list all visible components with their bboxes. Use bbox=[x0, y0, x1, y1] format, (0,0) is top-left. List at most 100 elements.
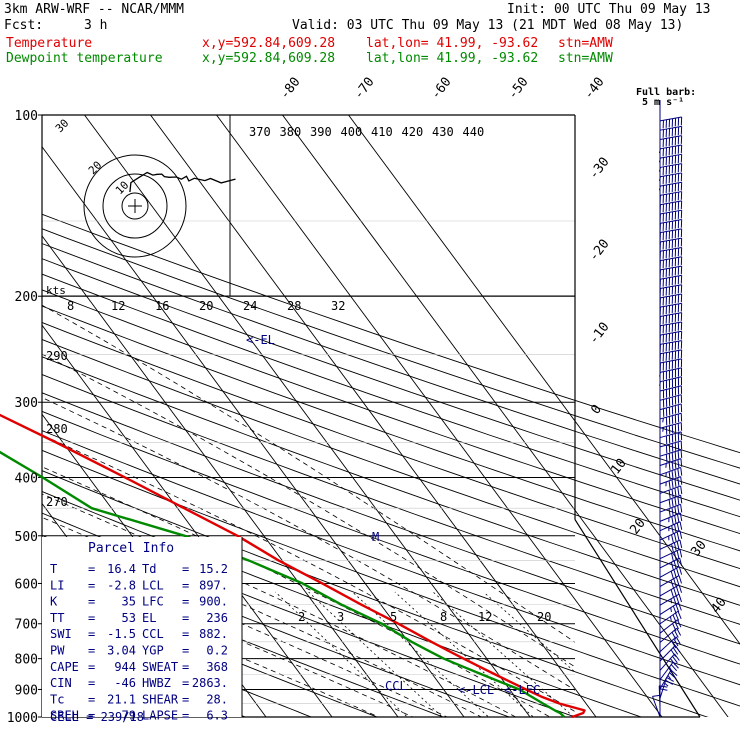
parcel-value: 900. bbox=[199, 595, 228, 609]
theta-label: 410 bbox=[371, 125, 393, 139]
wind-barb-feather bbox=[676, 619, 682, 628]
wind-barb-feather bbox=[676, 541, 680, 550]
wind-barb-feather bbox=[659, 381, 661, 386]
theta-label: 390 bbox=[310, 125, 332, 139]
parcel-eq: = bbox=[182, 578, 189, 592]
wind-barb bbox=[659, 431, 683, 445]
wind-barb bbox=[659, 116, 683, 129]
wind-barb-feather bbox=[680, 449, 683, 458]
parcel-key: LFC bbox=[142, 595, 164, 609]
ccl-marker: CCL bbox=[385, 679, 407, 693]
wind-barb-feather bbox=[670, 607, 672, 613]
isotherm-label: 0 bbox=[588, 402, 605, 417]
wind-barb-staff bbox=[659, 367, 682, 373]
parcel-value: 21.1 bbox=[107, 692, 136, 706]
wind-barb-staff bbox=[659, 284, 682, 290]
wind-barb-staff bbox=[659, 256, 682, 262]
wind-barb-staff bbox=[659, 144, 682, 150]
parcel-key: LAPSE bbox=[142, 709, 178, 723]
wind-barb-staff bbox=[659, 153, 682, 159]
isotherm-label: 40 bbox=[708, 595, 729, 617]
wind-barb-staff bbox=[659, 274, 682, 280]
isotherm-label: 30 bbox=[688, 538, 709, 560]
wind-barb-staff bbox=[659, 403, 682, 411]
dry-adiabat bbox=[42, 356, 740, 606]
wind-barb-feather bbox=[678, 575, 683, 584]
parcel-value: 35 bbox=[122, 595, 136, 609]
parcel-key: SWEAT bbox=[142, 660, 178, 674]
wind-barbs: Full barb:5 m s⁻¹ bbox=[636, 87, 696, 718]
parcel-key: HWBZ bbox=[142, 676, 171, 690]
wind-barb-feather bbox=[680, 458, 683, 467]
wind-barb-staff bbox=[659, 669, 672, 690]
wind-barb-feather bbox=[679, 549, 683, 558]
parcel-key: Td bbox=[142, 562, 156, 576]
parcel-key: YGP bbox=[142, 644, 164, 658]
wind-barb bbox=[659, 548, 683, 562]
hodograph-speed-label: 20 bbox=[86, 159, 105, 178]
wind-barb-feather bbox=[674, 487, 677, 497]
wind-barb bbox=[659, 575, 683, 589]
wind-barb-staff bbox=[659, 661, 674, 681]
theta-label: 420 bbox=[402, 125, 424, 139]
wind-barb bbox=[659, 367, 683, 380]
el-marker: <-EL bbox=[246, 333, 275, 347]
wind-barb bbox=[659, 458, 683, 471]
wind-barb bbox=[659, 627, 682, 643]
wind-barb-feather bbox=[671, 461, 674, 470]
wind-barb-staff bbox=[659, 440, 682, 448]
wind-barb-feather bbox=[675, 604, 680, 613]
wind-barb-staff bbox=[659, 302, 682, 308]
theta-label: 430 bbox=[432, 125, 454, 139]
parcel-eq: = bbox=[182, 627, 189, 641]
hodograph-shear-tick: 20 bbox=[199, 299, 213, 313]
m-marker: M bbox=[372, 530, 379, 544]
isotherm bbox=[347, 115, 740, 645]
hodograph-shear-tick: 28 bbox=[287, 299, 301, 313]
parcel-key: K bbox=[50, 595, 58, 609]
wind-barb-feather bbox=[676, 531, 680, 541]
wind-barb-feather bbox=[680, 495, 683, 504]
pressure-label-900: 900 bbox=[15, 683, 38, 698]
wind-barb-feather bbox=[658, 148, 661, 154]
pressure-label-700: 700 bbox=[15, 618, 38, 633]
wind-barb-feather bbox=[659, 688, 668, 691]
wind-barb-feather bbox=[673, 560, 677, 569]
wind-barb bbox=[659, 512, 683, 525]
wind-barb bbox=[659, 284, 683, 297]
wind-barb-feather bbox=[667, 675, 671, 680]
wind-barb-feather bbox=[677, 477, 680, 486]
parcel-value: 236 bbox=[206, 611, 228, 625]
parcel-value: 28. bbox=[206, 692, 228, 706]
wind-barb-staff bbox=[659, 636, 677, 653]
fcst-label: Fcst: bbox=[4, 18, 44, 33]
fcst-value: 3 h bbox=[84, 18, 108, 33]
isotherm-label: -30 bbox=[586, 155, 612, 183]
wind-barb-staff bbox=[659, 312, 682, 317]
wind-barb-feather bbox=[671, 640, 677, 649]
wind-barb-feather bbox=[679, 512, 683, 522]
dry-adiabat bbox=[42, 581, 379, 717]
hodograph-ring bbox=[83, 154, 187, 258]
temperature-profile bbox=[0, 413, 586, 719]
wind-barb-feather bbox=[664, 682, 669, 687]
parcel-value: 15.2 bbox=[199, 562, 228, 576]
wind-barb-feather bbox=[676, 522, 680, 532]
wind-barb-feather bbox=[679, 557, 683, 567]
wind-barb bbox=[659, 644, 681, 662]
wind-barb-feather bbox=[658, 176, 661, 182]
dry-adiabat bbox=[42, 374, 740, 625]
wind-barb-staff bbox=[659, 503, 681, 513]
parcel-info-box: Parcel Info T = 16.4 Td = 15.2 LI = -2.8 LCL = 897. K… bbox=[42, 537, 243, 724]
wind-barb-feather bbox=[671, 479, 674, 488]
wind-barb bbox=[659, 302, 683, 316]
wind-barb-feather bbox=[665, 679, 674, 685]
wind-barb bbox=[659, 237, 683, 251]
wind-barb-staff bbox=[659, 412, 682, 420]
isotherm-label: -70 bbox=[351, 75, 377, 103]
wind-barb-feather bbox=[675, 595, 680, 604]
wind-barb bbox=[659, 619, 682, 634]
hodograph-ring bbox=[121, 192, 149, 220]
